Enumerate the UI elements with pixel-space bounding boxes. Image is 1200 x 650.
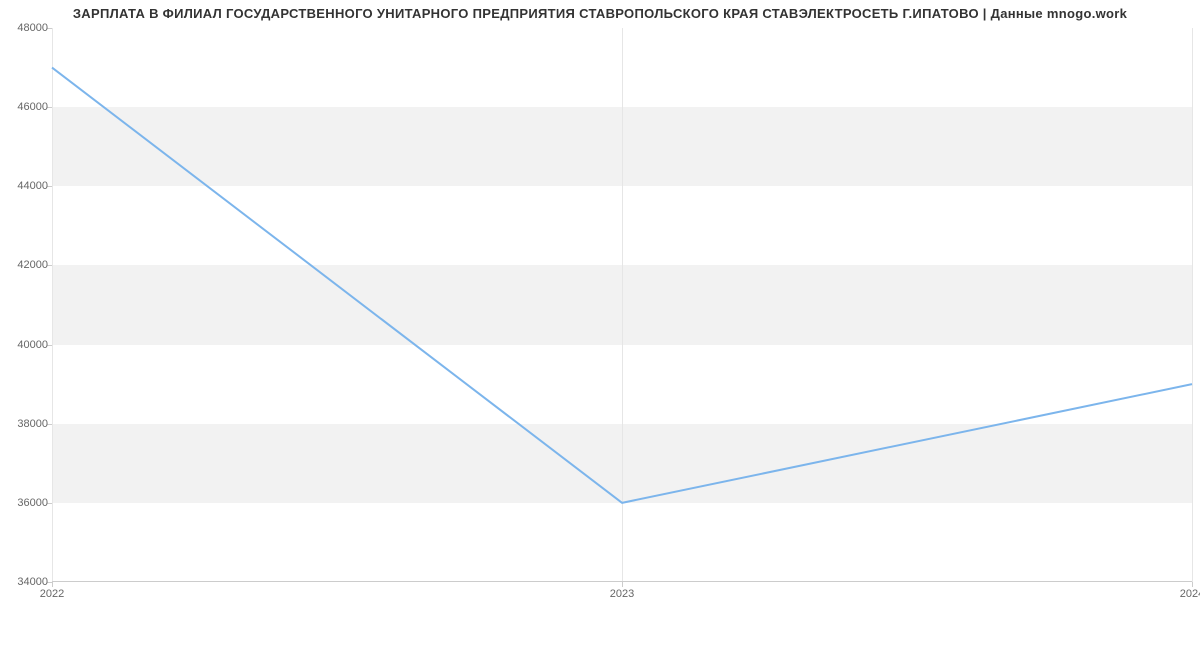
x-tick-mark <box>622 582 623 587</box>
y-tick-label: 44000 <box>17 180 48 192</box>
y-tick-label: 34000 <box>17 576 48 588</box>
y-tick-label: 48000 <box>17 22 48 34</box>
y-tick-label: 38000 <box>17 418 48 430</box>
y-tick-label: 40000 <box>17 339 48 351</box>
x-tick-mark <box>52 582 53 587</box>
series-line-salary <box>52 68 1192 503</box>
x-tick-label: 2023 <box>610 588 634 600</box>
x-grid-line <box>1192 28 1193 582</box>
y-tick-label: 46000 <box>17 101 48 113</box>
series-svg <box>52 28 1192 582</box>
chart-title: ЗАРПЛАТА В ФИЛИАЛ ГОСУДАРСТВЕННОГО УНИТА… <box>0 6 1200 21</box>
plot-area <box>52 28 1192 582</box>
x-tick-mark <box>1192 582 1193 587</box>
x-tick-label: 2024 <box>1180 588 1200 600</box>
y-tick-label: 36000 <box>17 497 48 509</box>
salary-chart: ЗАРПЛАТА В ФИЛИАЛ ГОСУДАРСТВЕННОГО УНИТА… <box>0 0 1200 650</box>
y-tick-label: 42000 <box>17 259 48 271</box>
x-tick-label: 2022 <box>40 588 64 600</box>
